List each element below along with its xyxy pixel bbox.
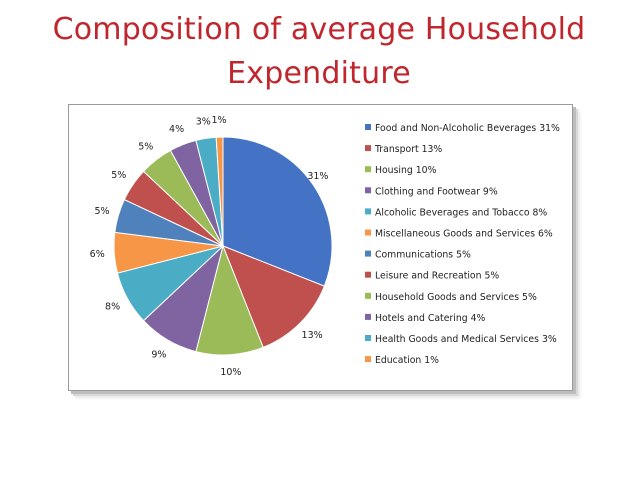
legend-swatch-alcoholic-beverages-and-tobacco xyxy=(365,208,371,215)
data-label-clothing-and-footwear: 9% xyxy=(151,350,166,361)
legend-swatch-hotels-and-catering xyxy=(365,313,371,320)
legend-swatch-education xyxy=(365,356,371,363)
legend-label-transport: Transport 13% xyxy=(374,144,442,155)
slide-title: Composition of average Household Expendi… xyxy=(20,8,618,96)
legend-label-food-and-non-alcoholic-beverages: Food and Non-Alcoholic Beverages 31% xyxy=(375,123,560,134)
data-label-alcoholic-beverages-and-tobacco: 8% xyxy=(105,302,120,313)
legend-label-housing: Housing 10% xyxy=(375,165,437,176)
data-label-food-and-non-alcoholic-beverages: 31% xyxy=(307,171,328,182)
legend-label-alcoholic-beverages-and-tobacco: Alcoholic Beverages and Tobacco 8% xyxy=(375,207,547,218)
data-label-hotels-and-catering: 4% xyxy=(169,124,184,135)
legend-label-hotels-and-catering: Hotels and Catering 4% xyxy=(375,313,485,324)
data-label-household-goods-and-services: 5% xyxy=(138,141,153,152)
data-label-miscellaneous-goods-and-services: 6% xyxy=(90,249,105,260)
data-label-leisure-and-recreation: 5% xyxy=(111,170,126,181)
legend-swatch-household-goods-and-services xyxy=(365,292,371,299)
legend-swatch-transport xyxy=(365,145,371,152)
data-label-health-goods-and-medical-services: 3% xyxy=(196,117,211,128)
data-label-communications: 5% xyxy=(94,206,109,217)
legend-label-health-goods-and-medical-services: Health Goods and Medical Services 3% xyxy=(375,334,557,345)
legend-label-household-goods-and-services: Household Goods and Services 5% xyxy=(375,292,537,303)
chart-frame: 31% 13% 10% 9% 8% 6% 5% 5% 5% 4% 3% 1% Food and Non-… xyxy=(68,104,573,391)
data-label-housing: 10% xyxy=(220,367,241,378)
legend-swatch-miscellaneous-goods-and-services xyxy=(365,229,371,236)
legend-label-miscellaneous-goods-and-services: Miscellaneous Goods and Services 6% xyxy=(375,229,553,240)
slide-title-line-2: Expenditure xyxy=(227,56,411,91)
data-label-education: 1% xyxy=(211,115,226,126)
legend-label-leisure-and-recreation: Leisure and Recreation 5% xyxy=(375,271,499,282)
legend-swatch-leisure-and-recreation xyxy=(365,271,371,278)
legend-swatch-clothing-and-footwear xyxy=(365,187,371,194)
legend-label-clothing-and-footwear: Clothing and Footwear 9% xyxy=(375,186,498,197)
legend-swatch-health-goods-and-medical-services xyxy=(365,335,371,341)
pie-slice-food-and-non-alcoholic-beverages xyxy=(222,136,333,287)
slide-title-line-1: Composition of average Household xyxy=(52,12,586,47)
legend-swatch-housing xyxy=(365,166,371,173)
pie-slice-transport xyxy=(222,245,325,348)
legend-label-communications: Communications 5% xyxy=(375,250,471,261)
pie-slice-education xyxy=(215,136,224,247)
pie-chart: 31% 13% 10% 9% 8% 6% 5% 5% 5% 4% 3% 1% Food and Non-… xyxy=(90,115,560,378)
legend-swatch-food-and-non-alcoholic-beverages xyxy=(365,124,371,130)
legend-label-education: Education 1% xyxy=(375,355,439,366)
data-label-transport: 13% xyxy=(302,330,323,341)
legend-swatch-communications xyxy=(365,250,371,257)
